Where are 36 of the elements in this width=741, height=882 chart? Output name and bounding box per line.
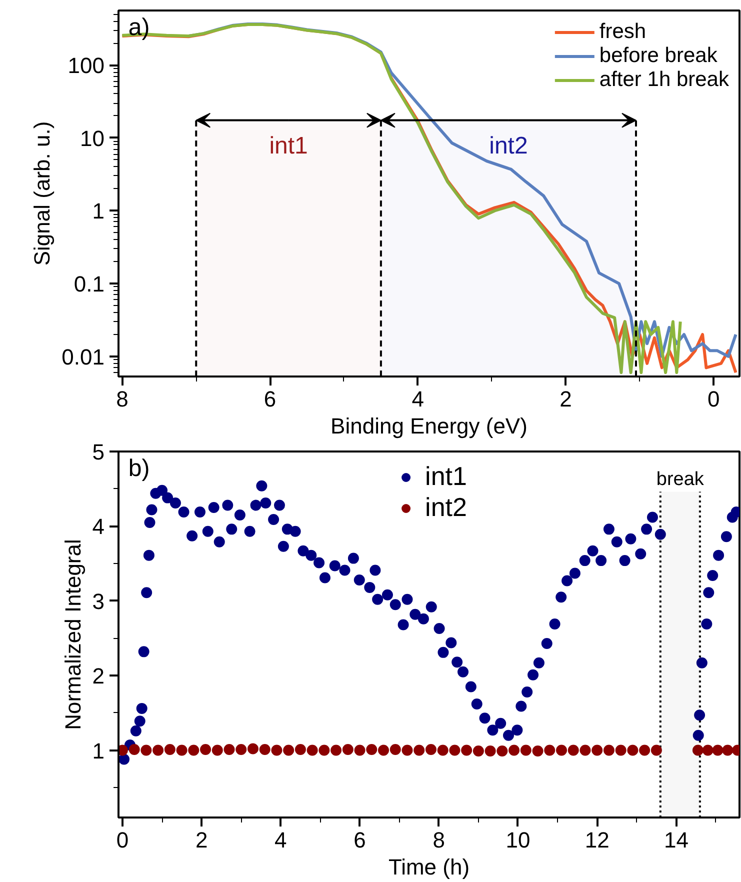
y-tick-label: 0.1 bbox=[74, 272, 105, 297]
x-tick-label: 0 bbox=[116, 828, 129, 852]
x-tick-label: 8 bbox=[432, 828, 446, 852]
x-tick-label: 6 bbox=[264, 386, 276, 412]
x-tick-label: 10 bbox=[506, 828, 530, 852]
y-tick-label: 2 bbox=[92, 664, 105, 689]
y-axis-title: Signal (arb. u.) bbox=[30, 121, 55, 266]
y-tick-label: 4 bbox=[92, 514, 105, 540]
x-tick-label: 4 bbox=[412, 386, 424, 412]
legend-label: int2 bbox=[425, 492, 467, 523]
band-label: int2 bbox=[489, 132, 528, 160]
x-tick-label: 6 bbox=[354, 828, 366, 852]
y-tick-label: 3 bbox=[92, 588, 105, 614]
legend-label: before break bbox=[599, 44, 718, 68]
y-tick-label: 5 bbox=[92, 440, 105, 464]
x-tick-label: 0 bbox=[708, 386, 720, 412]
x-tick-label: 12 bbox=[584, 828, 610, 852]
x-tick-label: 2 bbox=[560, 386, 572, 412]
y-axis-title: Normalized Integral bbox=[60, 539, 86, 730]
x-axis-title: Time (h) bbox=[388, 854, 470, 880]
y-tick-label: 100 bbox=[68, 53, 105, 78]
band-label: int1 bbox=[269, 132, 308, 160]
annotation: b) bbox=[128, 455, 150, 482]
y-tick-label: 10 bbox=[80, 126, 105, 151]
x-tick-label: 14 bbox=[664, 828, 688, 852]
x-axis-title: Binding Energy (eV) bbox=[330, 414, 528, 438]
legend-label: fresh bbox=[599, 20, 646, 44]
x-tick-label: 8 bbox=[116, 386, 128, 412]
y-tick-label: 1 bbox=[92, 738, 105, 764]
y-tick-label: 1 bbox=[92, 198, 105, 224]
legend-label: after 1h break bbox=[599, 68, 729, 92]
band-label: break bbox=[656, 468, 704, 490]
x-tick-label: 4 bbox=[274, 828, 287, 852]
legend-label: int1 bbox=[425, 461, 467, 492]
y-tick-label: 0.01 bbox=[62, 344, 105, 370]
x-tick-label: 2 bbox=[195, 828, 208, 852]
